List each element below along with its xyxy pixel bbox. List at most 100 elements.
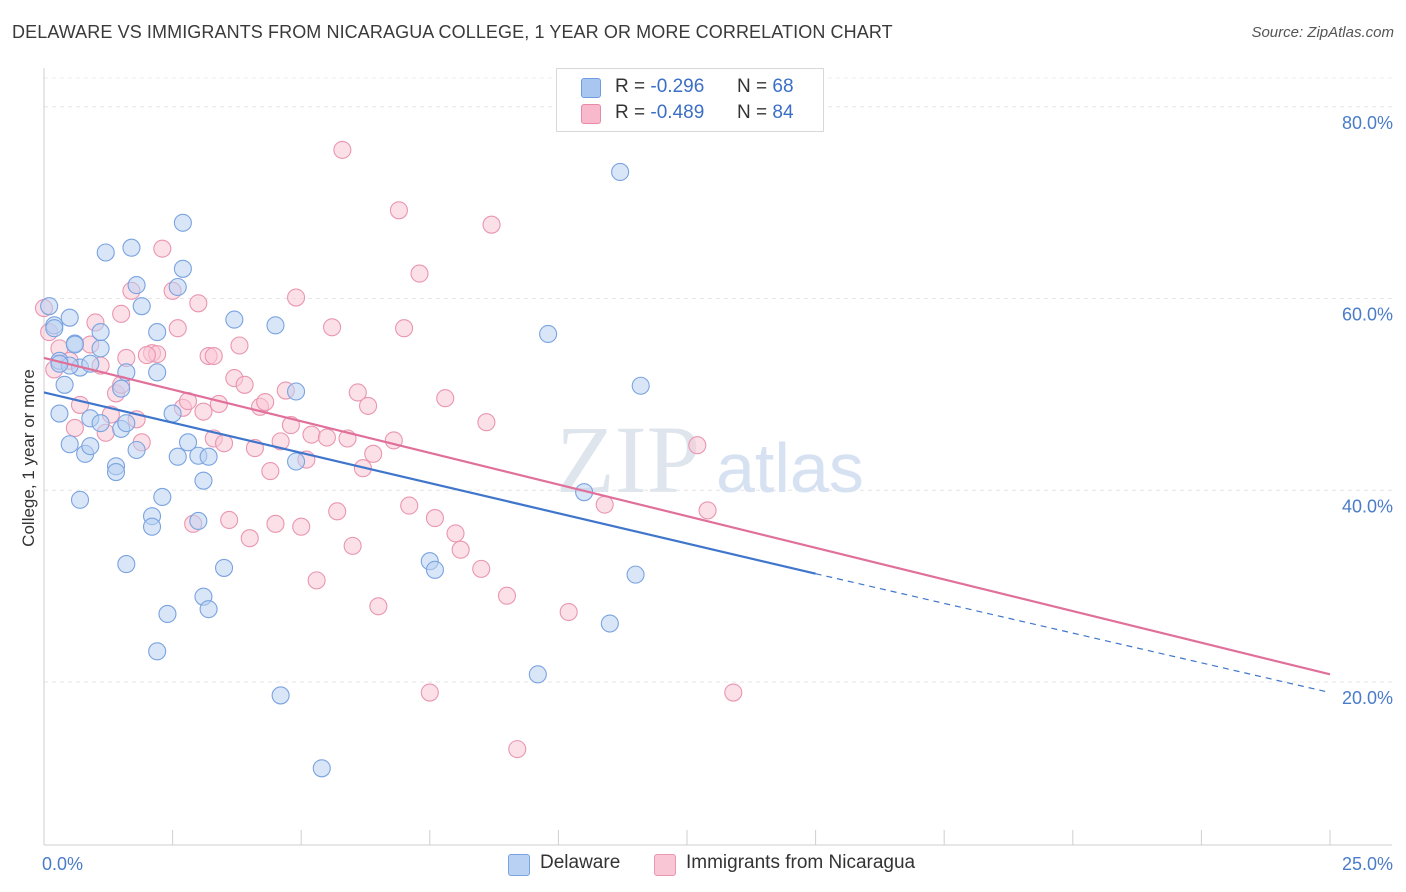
data-point-delaware bbox=[50, 404, 69, 423]
data-point-delaware bbox=[65, 335, 84, 354]
data-point-delaware bbox=[148, 642, 167, 661]
data-point-delaware bbox=[148, 323, 167, 342]
data-point-nicaragua bbox=[559, 602, 578, 622]
data-point-nicaragua bbox=[436, 389, 455, 408]
data-point-delaware bbox=[112, 379, 131, 398]
data-point-nicaragua bbox=[204, 346, 223, 366]
legend-row-delaware: R = -0.296 N = 68 bbox=[557, 75, 823, 101]
data-point-delaware bbox=[127, 440, 146, 460]
data-point-delaware bbox=[45, 319, 64, 338]
y-tick-label: 80.0% bbox=[1342, 113, 1393, 133]
data-point-nicaragua bbox=[271, 432, 290, 451]
data-point-nicaragua bbox=[307, 571, 326, 590]
data-point-nicaragua bbox=[65, 418, 84, 437]
legend-row-nicaragua: R = -0.489 N = 84 bbox=[557, 101, 823, 127]
legend-n-value: 84 bbox=[772, 102, 794, 123]
data-point-nicaragua bbox=[400, 496, 419, 515]
data-point-nicaragua bbox=[395, 319, 414, 338]
data-point-delaware bbox=[528, 665, 547, 684]
trend-line-delaware bbox=[43, 391, 816, 575]
x-tick-label: 0.0% bbox=[42, 854, 83, 874]
chart-title: DELAWARE VS IMMIGRANTS FROM NICARAGUA CO… bbox=[12, 22, 893, 42]
data-point-nicaragua bbox=[508, 740, 527, 759]
data-point-delaware bbox=[122, 238, 141, 257]
data-point-delaware bbox=[96, 243, 115, 262]
data-point-nicaragua bbox=[364, 444, 383, 463]
data-point-nicaragua bbox=[230, 336, 249, 355]
data-point-nicaragua bbox=[477, 413, 496, 432]
data-point-nicaragua bbox=[168, 319, 187, 338]
y-axis-label: College, 1 year or more bbox=[19, 369, 38, 547]
data-point-delaware bbox=[55, 375, 74, 394]
data-point-delaware bbox=[600, 614, 619, 633]
data-point-nicaragua bbox=[420, 683, 439, 702]
data-point-nicaragua bbox=[240, 529, 259, 548]
series-legend: Delaware Immigrants from Nicaragua bbox=[0, 852, 1406, 878]
data-point-nicaragua bbox=[153, 239, 172, 258]
data-point-delaware bbox=[266, 316, 285, 335]
data-point-nicaragua bbox=[302, 425, 321, 444]
data-point-nicaragua bbox=[451, 540, 470, 559]
data-point-delaware bbox=[173, 213, 192, 232]
data-point-nicaragua bbox=[688, 436, 707, 455]
data-point-delaware bbox=[91, 414, 110, 433]
data-point-nicaragua bbox=[112, 304, 131, 323]
data-point-nicaragua bbox=[359, 396, 378, 415]
data-point-nicaragua bbox=[194, 402, 213, 421]
data-point-delaware bbox=[287, 382, 306, 401]
data-point-nicaragua bbox=[317, 428, 336, 447]
data-point-nicaragua bbox=[389, 201, 408, 220]
trend-lines bbox=[43, 356, 1331, 694]
correlation-legend: R = -0.296 N = 68 R = -0.489 N = 84 bbox=[556, 68, 824, 132]
legend-n-value: 68 bbox=[772, 76, 794, 97]
data-point-delaware bbox=[312, 759, 331, 778]
trend-line-nicaragua bbox=[43, 356, 1331, 676]
data-point-nicaragua bbox=[137, 346, 156, 365]
data-point-nicaragua bbox=[323, 318, 342, 337]
data-point-delaware bbox=[148, 363, 167, 382]
data-point-delaware bbox=[117, 414, 136, 433]
y-tick-label: 40.0% bbox=[1342, 496, 1393, 516]
data-point-delaware bbox=[271, 686, 290, 705]
data-point-delaware bbox=[539, 324, 558, 344]
data-point-nicaragua bbox=[266, 514, 285, 533]
watermark-atlas: atlas bbox=[716, 429, 864, 507]
data-point-nicaragua bbox=[333, 140, 352, 159]
legend-swatch-delaware bbox=[508, 854, 530, 876]
data-point-nicaragua bbox=[446, 524, 465, 543]
data-point-delaware bbox=[214, 558, 234, 577]
data-point-nicaragua bbox=[214, 434, 234, 453]
data-point-delaware bbox=[611, 162, 630, 182]
data-point-delaware bbox=[287, 452, 306, 471]
data-point-nicaragua bbox=[497, 586, 517, 605]
data-point-nicaragua bbox=[328, 502, 347, 521]
data-point-nicaragua bbox=[256, 393, 275, 412]
legend-label-delaware: Delaware bbox=[540, 852, 621, 873]
data-point-delaware bbox=[425, 560, 444, 579]
data-point-delaware bbox=[117, 555, 136, 574]
data-point-nicaragua bbox=[425, 509, 444, 528]
tick-labels: 20.0% 40.0% 60.0% 80.0% 0.0% 25.0% bbox=[42, 113, 1393, 874]
data-point-delaware bbox=[163, 404, 182, 423]
data-point-delaware bbox=[158, 604, 177, 623]
data-point-delaware bbox=[626, 565, 645, 584]
watermark: ZIP atlas bbox=[556, 406, 864, 513]
data-point-delaware bbox=[40, 297, 59, 316]
legend-swatch-nicaragua bbox=[581, 104, 601, 124]
legend-r-label: R = bbox=[615, 76, 646, 97]
source-label: Source: ZipAtlas.com bbox=[1251, 24, 1394, 41]
data-point-nicaragua bbox=[261, 462, 280, 481]
data-point-nicaragua bbox=[235, 375, 254, 394]
legend-n-label: N = bbox=[737, 76, 768, 97]
data-point-delaware bbox=[106, 462, 126, 482]
x-tick-label: 25.0% bbox=[1342, 854, 1393, 874]
data-point-delaware bbox=[199, 600, 218, 619]
data-point-delaware bbox=[168, 277, 187, 297]
data-point-delaware bbox=[127, 276, 146, 295]
data-point-nicaragua bbox=[369, 597, 388, 616]
data-point-nicaragua bbox=[292, 517, 311, 536]
data-point-delaware bbox=[60, 308, 79, 327]
axes bbox=[43, 68, 1392, 846]
data-point-delaware bbox=[178, 433, 198, 452]
